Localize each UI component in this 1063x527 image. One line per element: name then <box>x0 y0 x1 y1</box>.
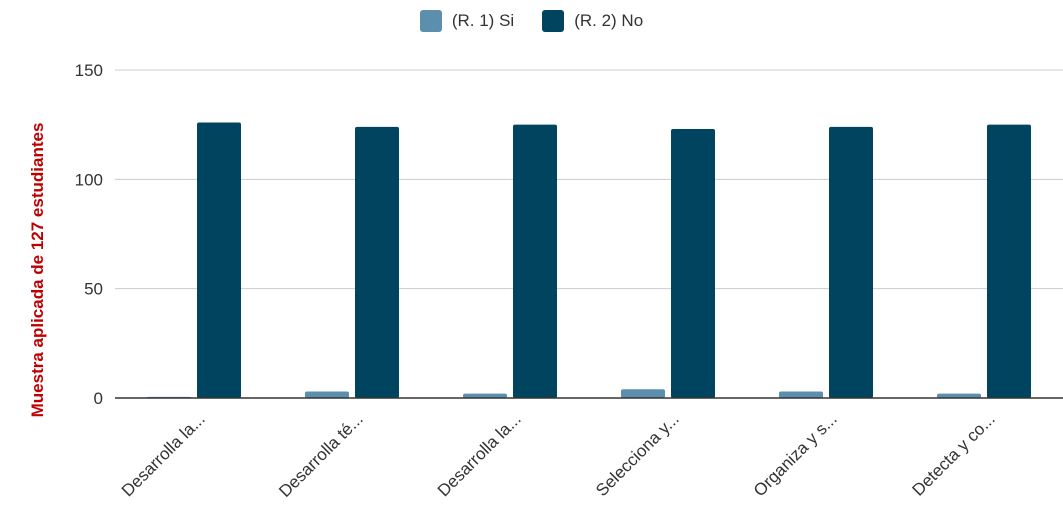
bar-si <box>937 393 981 398</box>
legend-label-si: (R. 1) Si <box>451 11 515 30</box>
bars <box>147 122 1031 399</box>
bar-no <box>197 122 241 398</box>
legend-swatch-no <box>542 10 565 32</box>
chart-legend: (R. 1) Si (R. 2) No <box>0 10 1063 32</box>
y-tick-label: 0 <box>94 389 103 408</box>
y-tick-label: 150 <box>75 61 103 80</box>
bar-no <box>671 129 715 399</box>
legend-item-no: (R. 2) No <box>542 10 643 32</box>
bar-si <box>463 393 507 398</box>
bar-no <box>987 124 1031 399</box>
legend-swatch-si <box>419 10 442 32</box>
legend-item-si: (R. 1) Si <box>419 10 515 32</box>
bar-no <box>513 124 557 399</box>
bar-si <box>779 391 823 398</box>
bar-no <box>829 126 873 398</box>
x-tick-label: Selecciona y... <box>592 409 683 500</box>
x-tick-label: Detecta y co... <box>909 409 999 499</box>
grid-lines <box>115 69 1063 290</box>
y-axis-label: Muestra aplicada de 127 estudiantes <box>28 123 47 418</box>
x-tick-label: Desarrolla té... <box>275 409 367 501</box>
bar-si <box>621 389 665 398</box>
bar-si <box>305 391 349 398</box>
y-tick-label: 100 <box>75 170 103 189</box>
x-tick-label: Desarrolla la... <box>118 409 209 500</box>
y-tick-label: 50 <box>84 280 103 299</box>
y-axis-ticks: 0 50 100 150 <box>75 61 103 408</box>
x-tick-label: Organiza y s... <box>750 409 841 500</box>
legend-label-no: (R. 2) No <box>574 11 644 30</box>
x-tick-label: Desarrolla la... <box>434 409 525 500</box>
x-axis-ticks: Desarrolla la... Desarrolla té... Desarrol… <box>118 409 999 501</box>
bar-no <box>355 126 399 398</box>
